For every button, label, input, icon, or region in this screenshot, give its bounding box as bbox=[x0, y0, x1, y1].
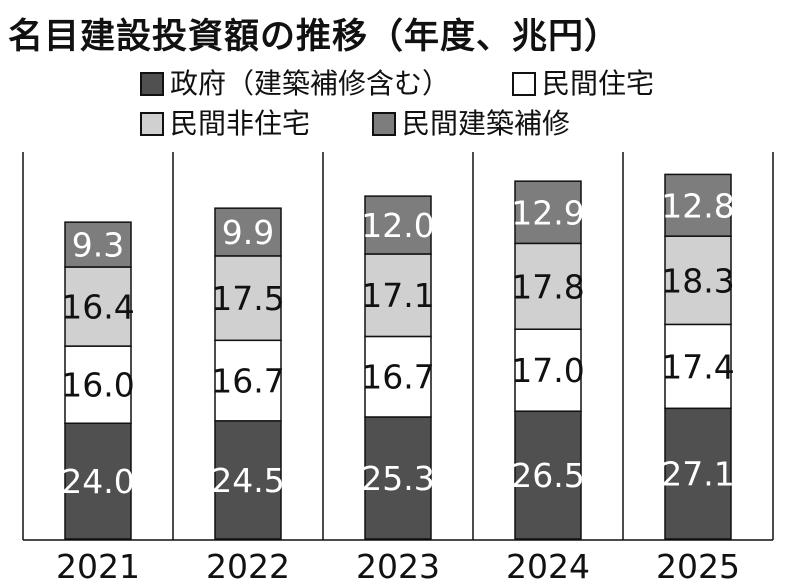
bar-segment-government-2021 bbox=[64, 422, 132, 540]
legend-item-government: 政府（建築補修含む） bbox=[140, 70, 450, 98]
data-label-private-repair-2025: 12.8 bbox=[661, 186, 734, 225]
data-label-private-repair-2023: 12.0 bbox=[361, 206, 434, 245]
bar-segment-government-2025 bbox=[664, 407, 732, 540]
data-label-private-nonhousing-2021: 16.4 bbox=[61, 288, 134, 327]
legend-item-private-repair: 民間建築補修 bbox=[372, 110, 570, 138]
data-label-government-2022: 24.5 bbox=[211, 461, 284, 500]
data-label-private-repair-2024: 12.9 bbox=[511, 193, 584, 232]
bar-segment-private-nonhousing-2025 bbox=[664, 235, 732, 326]
legend-swatch-private-nonhousing bbox=[140, 112, 164, 136]
data-label-government-2025: 27.1 bbox=[661, 455, 734, 494]
data-label-private-nonhousing-2024: 17.8 bbox=[511, 267, 584, 306]
legend-item-private-housing: 民間住宅 bbox=[512, 70, 654, 98]
data-label-government-2023: 25.3 bbox=[361, 459, 434, 498]
data-label-government-2024: 26.5 bbox=[511, 456, 584, 495]
legend-swatch-private-housing bbox=[512, 72, 536, 96]
bar-segment-private-repair-2023 bbox=[364, 195, 432, 255]
legend-label-private-repair: 民間建築補修 bbox=[402, 107, 571, 140]
data-label-private-repair-2021: 9.3 bbox=[72, 226, 124, 265]
bar-segment-private-nonhousing-2022 bbox=[214, 255, 282, 342]
bar-segment-private-nonhousing-2024 bbox=[514, 242, 582, 330]
data-label-private-nonhousing-2022: 17.5 bbox=[211, 279, 284, 318]
bar-segment-private-housing-2021 bbox=[64, 345, 132, 425]
data-label-government-2021: 24.0 bbox=[61, 462, 134, 501]
x-tick-label-2022: 2022 bbox=[206, 547, 290, 586]
legend-swatch-government bbox=[140, 72, 164, 96]
bar-segment-private-housing-2023 bbox=[364, 335, 432, 418]
x-tick-label-2023: 2023 bbox=[356, 547, 440, 586]
bar-segment-government-2022 bbox=[214, 420, 282, 540]
bar-segment-private-nonhousing-2021 bbox=[64, 266, 132, 347]
bar-segment-private-housing-2024 bbox=[514, 328, 582, 412]
bar-segment-private-repair-2025 bbox=[664, 173, 732, 237]
bar-segment-private-repair-2021 bbox=[64, 221, 132, 268]
data-label-private-housing-2021: 16.0 bbox=[61, 366, 134, 405]
legend-label-private-nonhousing: 民間非住宅 bbox=[170, 107, 311, 140]
bar-segment-government-2023 bbox=[364, 416, 432, 540]
x-tick-label-2021: 2021 bbox=[56, 547, 140, 586]
x-tick-label-2024: 2024 bbox=[506, 547, 590, 586]
data-label-private-repair-2022: 9.9 bbox=[222, 213, 274, 252]
bar-segment-private-housing-2025 bbox=[664, 323, 732, 410]
legend-label-government: 政府（建築補修含む） bbox=[170, 67, 451, 100]
data-label-private-housing-2022: 16.7 bbox=[211, 362, 284, 401]
data-label-private-nonhousing-2025: 18.3 bbox=[661, 261, 734, 300]
legend-swatch-private-repair bbox=[372, 112, 396, 136]
bar-segment-private-repair-2022 bbox=[214, 207, 282, 257]
legend-label-private-housing: 民間住宅 bbox=[542, 67, 655, 100]
data-label-private-nonhousing-2023: 17.1 bbox=[361, 276, 434, 315]
bar-segment-private-repair-2024 bbox=[514, 180, 582, 245]
bar-segment-private-nonhousing-2023 bbox=[364, 253, 432, 338]
data-label-private-housing-2025: 17.4 bbox=[661, 347, 734, 386]
data-label-private-housing-2024: 17.0 bbox=[511, 351, 584, 390]
data-label-private-housing-2023: 16.7 bbox=[361, 358, 434, 397]
x-tick-label-2025: 2025 bbox=[656, 547, 740, 586]
bar-segment-government-2024 bbox=[514, 410, 582, 540]
legend-item-private-nonhousing: 民間非住宅 bbox=[140, 110, 310, 138]
chart-title: 名目建設投資額の推移（年度、兆円） bbox=[8, 17, 621, 57]
